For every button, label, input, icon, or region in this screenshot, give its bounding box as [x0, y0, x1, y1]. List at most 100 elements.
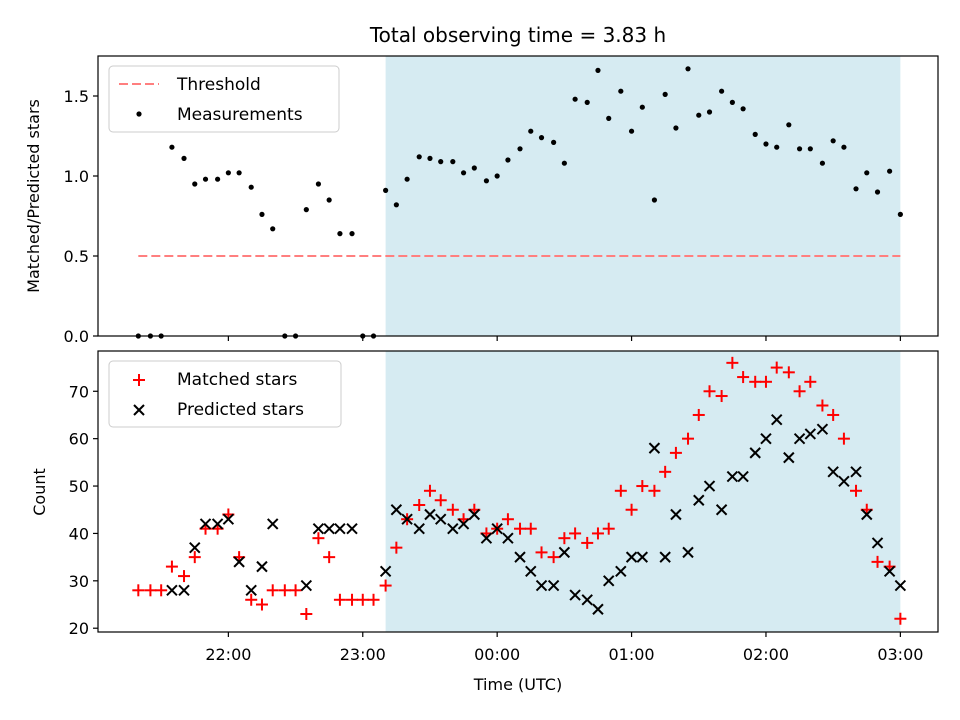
matched-legend-label: Matched stars [177, 370, 297, 390]
measurement-point [696, 112, 702, 118]
matched-star-point [312, 532, 325, 545]
measurement-point [248, 184, 254, 190]
top-panel-y-label: Matched/Predicted stars [24, 99, 43, 293]
x-tick-label: 02:00 [743, 645, 789, 664]
measurement-point [662, 91, 668, 97]
y-tick: 1.0 [64, 167, 98, 186]
predicted-star-point [703, 480, 716, 492]
matched-star-point [178, 570, 191, 583]
y-tick-label: 60 [69, 430, 89, 449]
measurement-point [460, 170, 467, 176]
y-tick: 0.5 [64, 247, 98, 266]
predicted-star-point [245, 584, 257, 597]
predicted-star-point [771, 414, 783, 426]
matched-star-point [837, 432, 850, 445]
measurement-point [427, 155, 433, 161]
measurement-point [887, 168, 893, 174]
predicted-star-point [525, 565, 537, 578]
predicted-star-point [199, 518, 212, 530]
matched-star-point [165, 560, 178, 573]
matched-star-point [346, 593, 359, 606]
matched-star-point [155, 584, 168, 597]
measurement-point [404, 176, 410, 182]
measurement-point [807, 146, 813, 152]
measurement-point [450, 159, 456, 165]
y-tick-label: 1.0 [64, 167, 89, 186]
measurement-point [483, 178, 490, 184]
measurement-point [438, 159, 444, 165]
predicted-star-point [514, 551, 526, 563]
predicted-star-point [581, 594, 593, 606]
bottom-legend-frame [108, 360, 342, 428]
predicted-legend-swatch [133, 404, 145, 416]
measurement-point [584, 99, 590, 105]
matched-star-point [569, 527, 582, 540]
y-tick-label: 0.5 [64, 247, 89, 266]
predicted-star-point [233, 556, 245, 568]
matched-star-point [255, 598, 268, 611]
predicted-star-point [871, 537, 884, 549]
predicted-star-point [491, 522, 503, 535]
measurement-point [774, 144, 780, 150]
predicted-star-point [894, 579, 907, 592]
predicted-stars-series [166, 414, 907, 615]
x-tick-label: 22:00 [205, 645, 251, 664]
measurement-point [538, 135, 545, 141]
predicted-star-point [816, 423, 829, 435]
predicted-star-point [592, 603, 604, 615]
matched-star-point [894, 612, 907, 625]
measurement-point [841, 144, 847, 150]
bottom-panel-frame [97, 350, 939, 633]
predicted-star-point [535, 579, 548, 592]
matched-star-point [703, 385, 716, 398]
matched-star-point [692, 408, 705, 421]
predicted-star-point [547, 579, 560, 592]
predicted-star-point [256, 560, 268, 573]
measurements-series [135, 66, 903, 339]
measurement-point [673, 125, 679, 131]
measurement-point [830, 138, 836, 144]
y-tick-label: 20 [69, 619, 89, 638]
matched-star-point [144, 584, 157, 597]
measurement-point [740, 106, 746, 112]
y-tick-label: 0.0 [64, 327, 89, 346]
measurement-point [796, 146, 803, 152]
matched-star-point [770, 361, 783, 374]
measurement-point [202, 176, 209, 182]
measurement-point [752, 131, 758, 137]
measurement-point [763, 141, 769, 147]
matched-star-point [636, 480, 649, 493]
predicted-star-point [648, 442, 661, 454]
measurements-legend-swatch [136, 111, 142, 117]
predicted-star-point [603, 575, 615, 587]
measurement-point [561, 160, 567, 166]
matched-star-point [514, 522, 527, 535]
bottom-panel-x-ticks: 22:00 23:00 00:00 01:00 02:00 03:00 [205, 632, 923, 664]
measurement-point [528, 128, 534, 134]
predicted-star-point [401, 513, 413, 525]
matched-star-point [423, 484, 436, 497]
predicted-star-point [390, 504, 403, 516]
predicted-star-point [615, 565, 627, 578]
measurement-point [551, 139, 557, 145]
matched-star-point [682, 432, 695, 445]
predicted-star-point [569, 589, 581, 601]
predicted-star-point [558, 546, 571, 559]
y-tick-label: 30 [69, 572, 89, 591]
measurement-point [215, 176, 221, 182]
predicted-star-point [300, 579, 313, 592]
matched-star-point [871, 555, 884, 568]
matched-star-point [827, 408, 840, 421]
measurement-point [853, 186, 859, 192]
measurement-point [505, 157, 511, 163]
measurement-point [393, 202, 399, 208]
x-tick: 01:00 [609, 632, 655, 664]
measurement-point [181, 155, 187, 161]
bottom-panel-legend: Matched stars Predicted stars [108, 360, 342, 428]
measurement-point [786, 122, 792, 128]
predicted-star-point [480, 532, 493, 544]
measurement-point [651, 197, 658, 203]
measurement-point [315, 181, 322, 187]
predicted-star-point [682, 546, 694, 559]
y-tick: 20 [69, 619, 98, 638]
